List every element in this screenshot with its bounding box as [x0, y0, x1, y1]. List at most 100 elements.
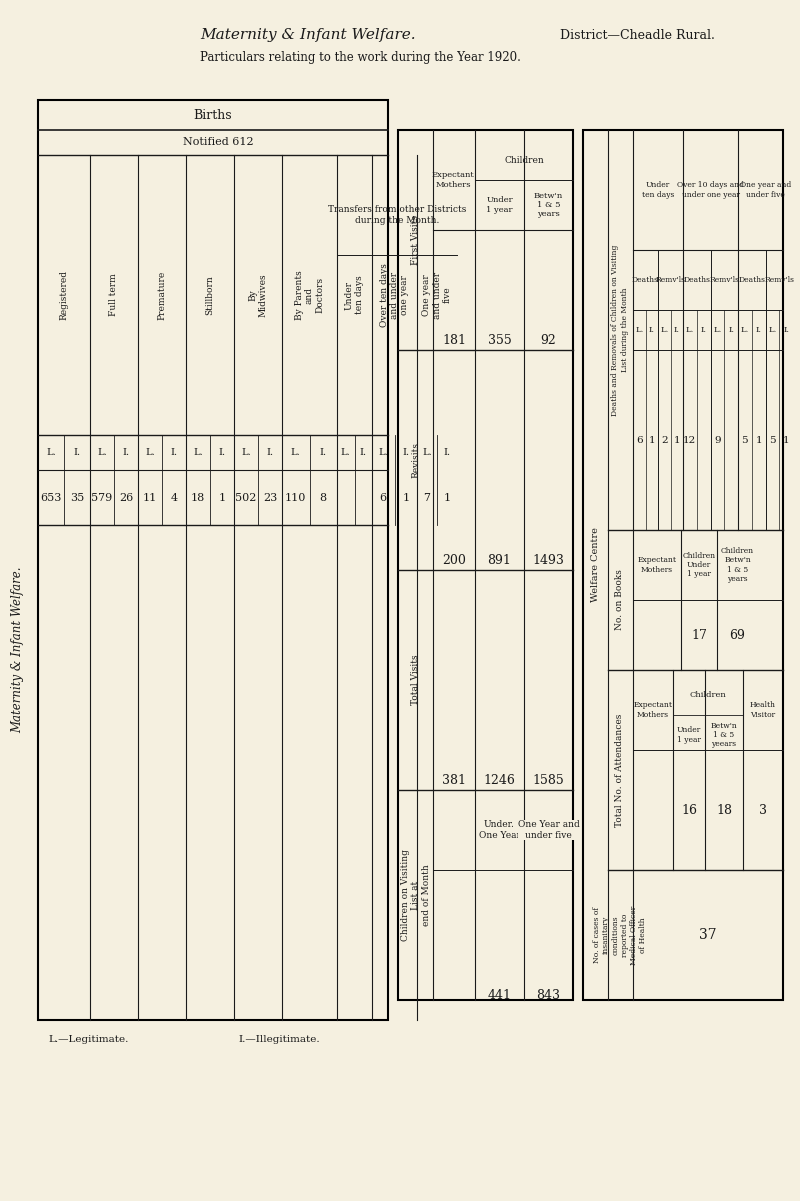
Text: By
Midwives: By Midwives — [248, 273, 268, 317]
Text: 355: 355 — [488, 334, 511, 347]
Text: Total Visits: Total Visits — [411, 655, 421, 705]
Text: I.: I. — [218, 448, 226, 458]
Text: L.: L. — [241, 448, 251, 458]
Text: Children: Children — [504, 155, 544, 165]
Text: Expectant
Mothers: Expectant Mothers — [638, 556, 677, 574]
Text: 69: 69 — [730, 628, 746, 641]
Text: I.: I. — [74, 448, 81, 458]
Text: L.: L. — [768, 325, 777, 334]
Text: Deaths: Deaths — [683, 276, 710, 283]
Text: 200: 200 — [442, 554, 466, 567]
Text: Children
Under
1 year: Children Under 1 year — [682, 551, 715, 578]
Text: 92: 92 — [541, 334, 556, 347]
Text: L.: L. — [341, 448, 350, 458]
Text: L.: L. — [145, 448, 155, 458]
Text: 1: 1 — [755, 436, 762, 444]
Text: 1493: 1493 — [533, 554, 565, 567]
Text: I.: I. — [443, 448, 450, 458]
Text: I.: I. — [402, 448, 410, 458]
Text: I.: I. — [728, 325, 734, 334]
Text: 17: 17 — [691, 628, 707, 641]
Text: 18: 18 — [716, 803, 732, 817]
Text: 4: 4 — [170, 492, 178, 502]
Text: L.: L. — [741, 325, 749, 334]
Text: Premature: Premature — [158, 270, 166, 319]
Text: Children
Betw'n
1 & 5
years: Children Betw'n 1 & 5 years — [721, 548, 754, 582]
Text: Total No. of Attendances: Total No. of Attendances — [615, 713, 625, 826]
Text: L.: L. — [635, 325, 643, 334]
Text: 9: 9 — [714, 436, 721, 444]
Text: 26: 26 — [119, 492, 133, 502]
Text: I.: I. — [360, 448, 367, 458]
Text: One Year and
under five: One Year and under five — [518, 820, 579, 839]
Text: Births: Births — [194, 108, 232, 121]
Text: No. of cases of
insanitary
conditions
reported to
Medical Officer
of Health: No. of cases of insanitary conditions re… — [593, 906, 647, 964]
Text: Particulars relating to the work during the Year 1920.: Particulars relating to the work during … — [200, 50, 521, 64]
Text: I.: I. — [122, 448, 130, 458]
Text: I.: I. — [701, 325, 706, 334]
Text: L.: L. — [291, 448, 301, 458]
Text: Registered: Registered — [59, 270, 69, 319]
Text: Children: Children — [690, 691, 726, 699]
Text: L.: L. — [97, 448, 107, 458]
Text: Under.
One Year: Under. One Year — [478, 820, 521, 839]
Text: Under
1 year: Under 1 year — [677, 727, 701, 743]
Text: 181: 181 — [442, 334, 466, 347]
Text: 5: 5 — [742, 436, 748, 444]
Text: 12: 12 — [683, 436, 697, 444]
Text: 1: 1 — [402, 492, 410, 502]
Text: I.: I. — [320, 448, 327, 458]
Text: 1: 1 — [218, 492, 226, 502]
Text: 579: 579 — [91, 492, 113, 502]
Text: Deaths: Deaths — [738, 276, 766, 283]
Text: Full term: Full term — [110, 274, 118, 316]
Text: 7: 7 — [423, 492, 430, 502]
Text: Betw'n
1 & 5
yeears: Betw'n 1 & 5 yeears — [710, 722, 738, 748]
Bar — [38, 100, 388, 1020]
Text: I.: I. — [756, 325, 762, 334]
Text: 6: 6 — [636, 436, 642, 444]
Text: Over 10 days and
under one year: Over 10 days and under one year — [677, 181, 744, 198]
Text: 653: 653 — [40, 492, 62, 502]
Text: Under
ten days: Under ten days — [642, 181, 674, 198]
Text: Remv'ls: Remv'ls — [655, 276, 686, 283]
Text: Health
Visitor: Health Visitor — [750, 701, 776, 718]
Text: Remv'ls: Remv'ls — [710, 276, 739, 283]
Text: One year
and under
five: One year and under five — [422, 271, 452, 318]
Text: Maternity & Infant Welfare.: Maternity & Infant Welfare. — [200, 28, 416, 42]
Text: 381: 381 — [442, 773, 466, 787]
Text: I.: I. — [674, 325, 680, 334]
Text: No. on Books: No. on Books — [615, 569, 625, 631]
Text: 16: 16 — [681, 803, 697, 817]
Text: 1: 1 — [674, 436, 680, 444]
Text: 23: 23 — [263, 492, 277, 502]
Text: I.: I. — [170, 448, 178, 458]
Text: Remv'ls: Remv'ls — [764, 276, 794, 283]
Text: Over ten days
and under
one year: Over ten days and under one year — [380, 263, 410, 327]
Text: I.: I. — [266, 448, 274, 458]
Text: 18: 18 — [191, 492, 205, 502]
Bar — [583, 130, 783, 1000]
Text: 37: 37 — [699, 928, 717, 942]
Text: One year and
under five: One year and under five — [740, 181, 791, 198]
Text: Expectant
Mothers: Expectant Mothers — [634, 701, 673, 718]
Text: 11: 11 — [143, 492, 157, 502]
Text: 5: 5 — [769, 436, 776, 444]
Text: L.: L. — [422, 448, 432, 458]
Text: 502: 502 — [235, 492, 257, 502]
Text: L.: L. — [378, 448, 388, 458]
Text: Betw'n
1 & 5
years: Betw'n 1 & 5 years — [534, 192, 563, 219]
Text: L.: L. — [193, 448, 203, 458]
Text: 110: 110 — [285, 492, 306, 502]
Text: Under
ten days: Under ten days — [345, 275, 364, 315]
Text: Maternity & Infant Welfare.: Maternity & Infant Welfare. — [11, 567, 25, 734]
Text: 3: 3 — [759, 803, 767, 817]
Text: I.: I. — [783, 325, 789, 334]
Text: 1: 1 — [783, 436, 790, 444]
Text: Transfers from other Districts
during the Month.: Transfers from other Districts during th… — [328, 205, 466, 225]
Text: 441: 441 — [487, 988, 511, 1002]
Text: L.: L. — [46, 448, 56, 458]
Text: 8: 8 — [320, 492, 327, 502]
Text: Stillborn: Stillborn — [206, 275, 214, 315]
Text: Deaths: Deaths — [632, 276, 659, 283]
